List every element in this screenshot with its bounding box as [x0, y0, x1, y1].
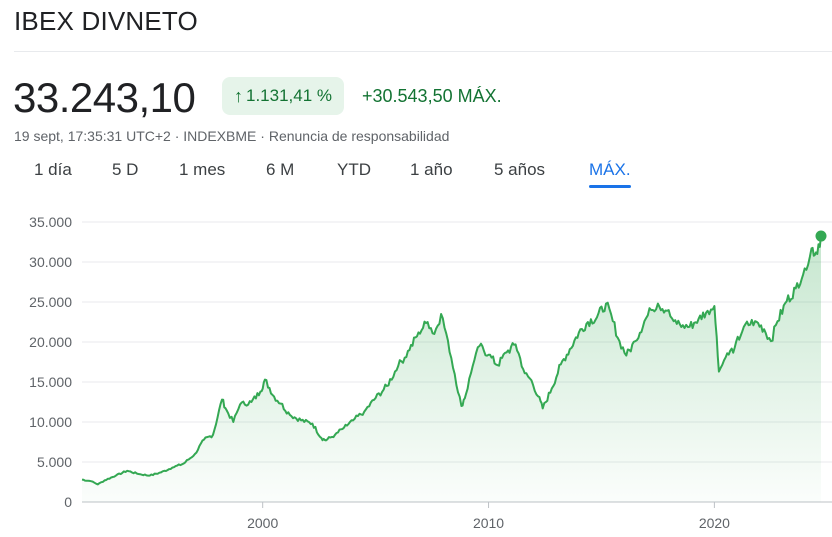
- tab-max[interactable]: MÁX.: [589, 160, 631, 188]
- percent-change-value: 1.131,41 %: [246, 86, 333, 105]
- tab-6-m[interactable]: 6 M: [266, 160, 295, 179]
- y-tick-label: 15.000: [29, 374, 72, 390]
- tab-ytd[interactable]: YTD: [337, 160, 371, 179]
- y-tick-label: 5.000: [37, 454, 72, 470]
- y-tick-label: 30.000: [29, 254, 72, 270]
- current-price: 33.243,10: [13, 74, 196, 121]
- tab-1-mes[interactable]: 1 mes: [179, 160, 226, 179]
- header-divider: [14, 51, 832, 52]
- y-tick-label: 35.000: [29, 214, 72, 230]
- quote-meta: 19 sept, 17:35:31 UTC+2 · INDEXBME · Ren…: [14, 128, 450, 144]
- tab-1-ano[interactable]: 1 año: [410, 160, 453, 179]
- range-tabs: 1 día 5 D 1 mes 6 M YTD 1 año 5 años MÁX…: [0, 160, 832, 194]
- tab-1-dia[interactable]: 1 día: [34, 160, 72, 179]
- price-area-fill: [82, 236, 821, 502]
- tab-5-d[interactable]: 5 D: [112, 160, 139, 179]
- x-tick-label: 2000: [247, 515, 278, 531]
- x-tick-label: 2010: [473, 515, 504, 531]
- y-tick-label: 25.000: [29, 294, 72, 310]
- tab-5-anos[interactable]: 5 años: [494, 160, 546, 179]
- y-tick-label: 10.000: [29, 414, 72, 430]
- percent-change-badge: ↑ 1.131,41 %: [222, 77, 345, 115]
- price-chart[interactable]: 0 5.000 10.000 15.000 20.000 25.000 30.000 35.0…: [0, 205, 832, 537]
- latest-point: [815, 230, 827, 242]
- y-tick-label: 0: [64, 494, 72, 510]
- price-series-line: [81, 235, 822, 486]
- arrow-up-icon: ↑: [234, 85, 243, 106]
- x-tick-label: 2020: [699, 515, 730, 531]
- absolute-change: +30.543,50 MÁX.: [362, 86, 502, 106]
- y-tick-label: 20.000: [29, 334, 72, 350]
- index-title: IBEX DIVNETO: [14, 6, 198, 36]
